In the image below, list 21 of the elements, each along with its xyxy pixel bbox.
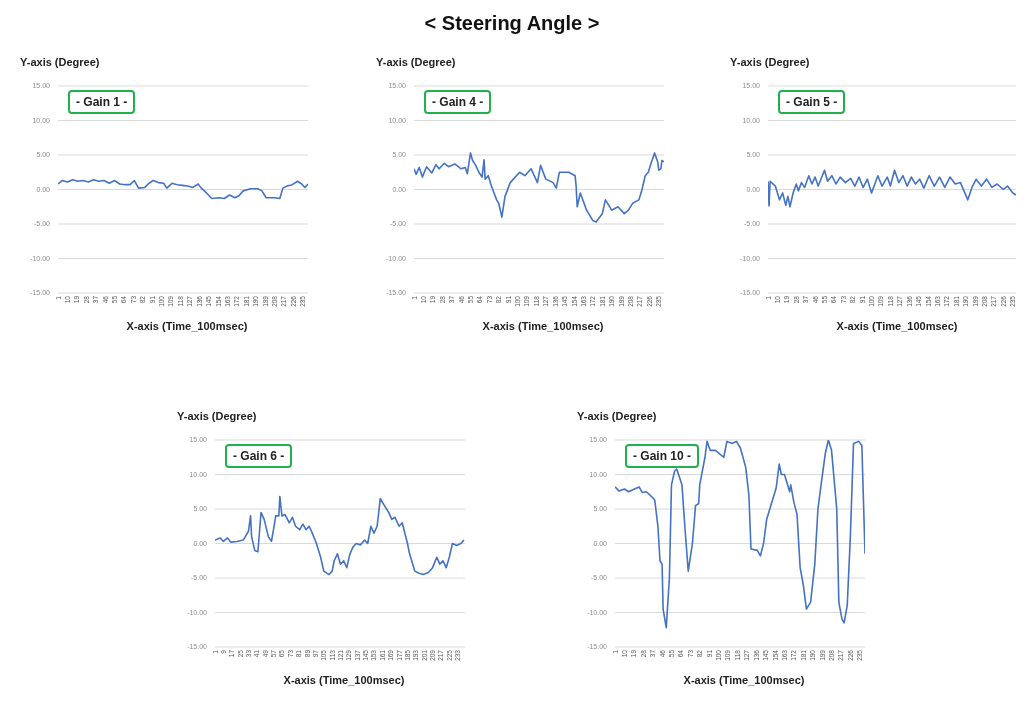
text: - Gain 4 -: [424, 90, 492, 114]
text: - Gain 5 -: [778, 90, 846, 114]
line-series: [215, 495, 465, 576]
x-axis-title: X-axis (Time_100msec): [682, 674, 806, 686]
line-series: [58, 179, 308, 200]
line-series: [768, 169, 1016, 208]
y-axis-title: Y-axis (Degree): [376, 56, 457, 70]
x-axis-title: X-axis (Time_100msec): [835, 320, 959, 332]
x-axis-title: X-axis (Time_100msec): [481, 320, 605, 332]
text: - Gain 6 -: [225, 444, 293, 468]
y-axis-title: Y-axis (Degree): [177, 410, 258, 424]
line-series: [615, 440, 865, 629]
text: < Steering Angle >: [423, 12, 601, 35]
y-axis-title: Y-axis (Degree): [20, 56, 101, 70]
y-axis-title: Y-axis (Degree): [730, 56, 811, 70]
text: - Gain 1 -: [68, 90, 136, 114]
y-axis-title: Y-axis (Degree): [577, 410, 658, 424]
x-axis-title: X-axis (Time_100msec): [125, 320, 249, 332]
line-series: [414, 152, 664, 223]
x-axis-title: X-axis (Time_100msec): [282, 674, 406, 686]
text: - Gain 10 -: [625, 444, 700, 468]
